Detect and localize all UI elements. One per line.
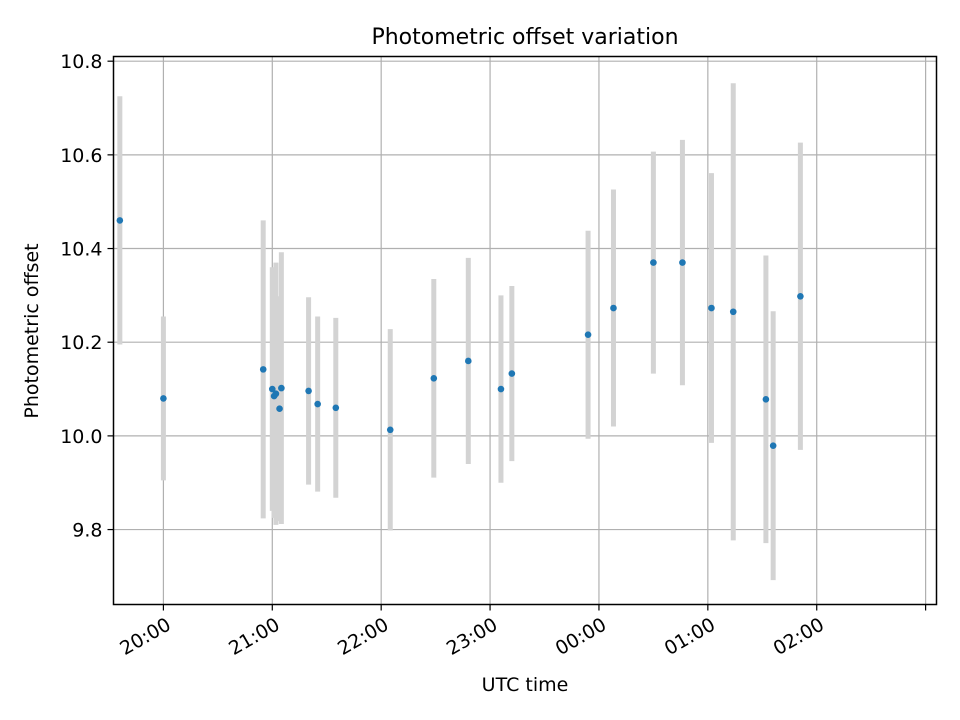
x-tick-label: 00:00 bbox=[552, 614, 610, 660]
y-axis-label: Photometric offset bbox=[21, 243, 43, 418]
data-point bbox=[305, 387, 312, 395]
y-axis: 9.8 10.0 10.2 10.4 10.6 10.8 bbox=[60, 51, 114, 542]
x-axis: 20:00 21:00 22:00 23:00 00:00 01:00 02:00 bbox=[116, 604, 927, 660]
x-axis-label: UTC time bbox=[482, 674, 569, 696]
data-point bbox=[797, 293, 804, 300]
errorbars bbox=[117, 83, 803, 581]
data-point bbox=[268, 385, 276, 393]
y-tick-label: 10.4 bbox=[60, 239, 102, 261]
y-tick-label: 10.0 bbox=[60, 426, 102, 448]
data-point bbox=[278, 384, 285, 392]
grid bbox=[113, 56, 937, 605]
y-tick-label: 10.2 bbox=[60, 332, 102, 354]
data-point bbox=[332, 404, 340, 412]
y-tick-label: 10.8 bbox=[60, 51, 102, 73]
x-tick-label: 01:00 bbox=[661, 614, 719, 660]
data-point bbox=[272, 390, 280, 398]
x-tick-label: 21:00 bbox=[225, 614, 283, 660]
y-tick-label: 10.6 bbox=[60, 145, 102, 167]
data-point bbox=[276, 405, 283, 413]
data-point bbox=[314, 400, 321, 408]
data-point bbox=[430, 374, 438, 382]
data-point bbox=[508, 370, 516, 377]
data-point bbox=[610, 304, 617, 312]
data-points bbox=[116, 217, 804, 450]
data-point bbox=[160, 395, 167, 402]
data-point bbox=[679, 259, 686, 266]
data-point bbox=[386, 426, 394, 434]
plot-area-frame bbox=[112, 55, 938, 606]
data-point bbox=[650, 259, 657, 266]
data-point bbox=[584, 331, 592, 339]
data-point bbox=[259, 366, 267, 373]
data-point bbox=[729, 308, 737, 316]
chart-title: Photometric offset variation bbox=[371, 25, 678, 50]
data-point bbox=[464, 357, 472, 365]
x-tick-label: 23:00 bbox=[443, 614, 501, 660]
y-tick-label: 9.8 bbox=[72, 520, 102, 542]
x-tick-label: 22:00 bbox=[334, 614, 392, 660]
data-point bbox=[116, 217, 124, 224]
data-point bbox=[708, 304, 715, 312]
data-point bbox=[769, 442, 777, 450]
data-point bbox=[497, 385, 505, 393]
x-tick-label: 20:00 bbox=[116, 614, 174, 660]
data-point bbox=[762, 396, 770, 403]
x-tick-label: 02:00 bbox=[770, 614, 828, 660]
